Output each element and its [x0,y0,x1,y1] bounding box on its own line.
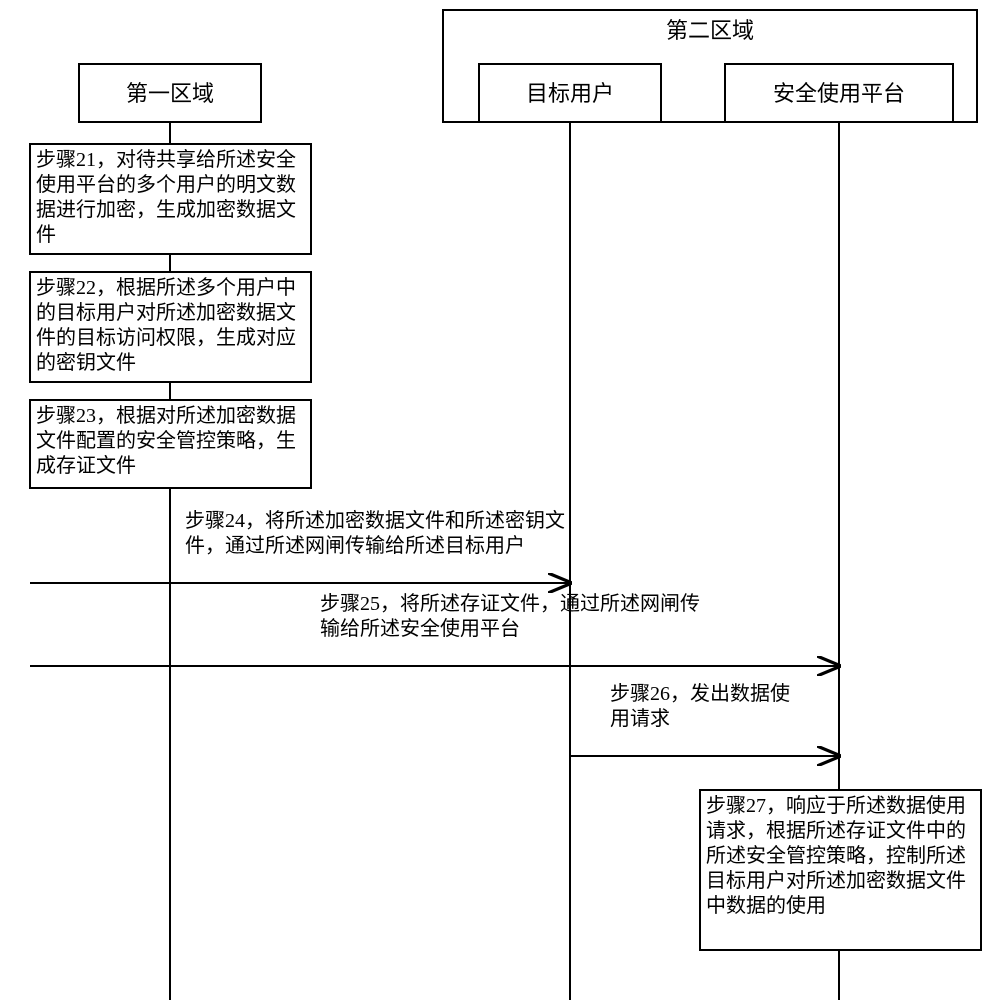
step-23: 步骤23，根据对所述加密数据文件配置的安全管控策略，生成存证文件 [30,400,311,488]
target-user-label: 目标用户 [526,81,614,106]
step-21-line: 使用平台的多个用户的明文数 [36,173,296,196]
step-22-line: 的目标用户对所述加密数据文 [36,301,296,324]
step-27-line: 步骤27，响应于所述数据使用 [706,794,966,817]
step-21: 步骤21，对待共享给所述安全使用平台的多个用户的明文数据进行加密，生成加密数据文… [30,144,311,254]
step-22-line: 的密钥文件 [36,351,136,374]
step-21-line: 据进行加密，生成加密数据文 [36,198,296,221]
region2-label: 第二区域 [666,18,754,43]
step-27-line: 中数据的使用 [706,894,826,917]
step-25-label-line: 输给所述安全使用平台 [320,617,520,640]
step-27-line: 所述安全管控策略，控制所述 [706,844,966,867]
step-22: 步骤22，根据所述多个用户中的目标用户对所述加密数据文件的目标访问权限，生成对应… [30,272,311,382]
step-26-label-line: 步骤26，发出数据使 [610,682,790,705]
step-23-line: 步骤23，根据对所述加密数据 [36,404,296,427]
step-24-label-line: 步骤24，将所述加密数据文件和所述密钥文 [185,509,565,532]
step-26-label-line: 用请求 [610,707,670,730]
sequence-diagram: 第二区域 第一区域 目标用户 安全使用平台 步骤21，对待共享给所述安全使用平台… [0,0,997,1000]
step-23-line: 成存证文件 [36,454,136,477]
step-27: 步骤27，响应于所述数据使用请求，根据所述存证文件中的所述安全管控策略，控制所述… [700,790,981,950]
platform-label: 安全使用平台 [773,81,905,106]
region1-label: 第一区域 [126,81,214,106]
step-22-line: 步骤22，根据所述多个用户中 [36,276,296,299]
step-27-line: 请求，根据所述存证文件中的 [706,819,966,842]
step-27-line: 目标用户对所述加密数据文件 [706,869,966,892]
step-21-line: 步骤21，对待共享给所述安全 [36,148,296,171]
step-23-line: 文件配置的安全管控策略，生 [36,429,296,452]
step-21-line: 件 [36,223,56,246]
step-22-line: 件的目标访问权限，生成对应 [36,326,296,349]
step-25-label-line: 步骤25，将所述存证文件，通过所述网闸传 [320,592,700,615]
step-24-label-line: 件，通过所述网闸传输给所述目标用户 [185,534,525,557]
